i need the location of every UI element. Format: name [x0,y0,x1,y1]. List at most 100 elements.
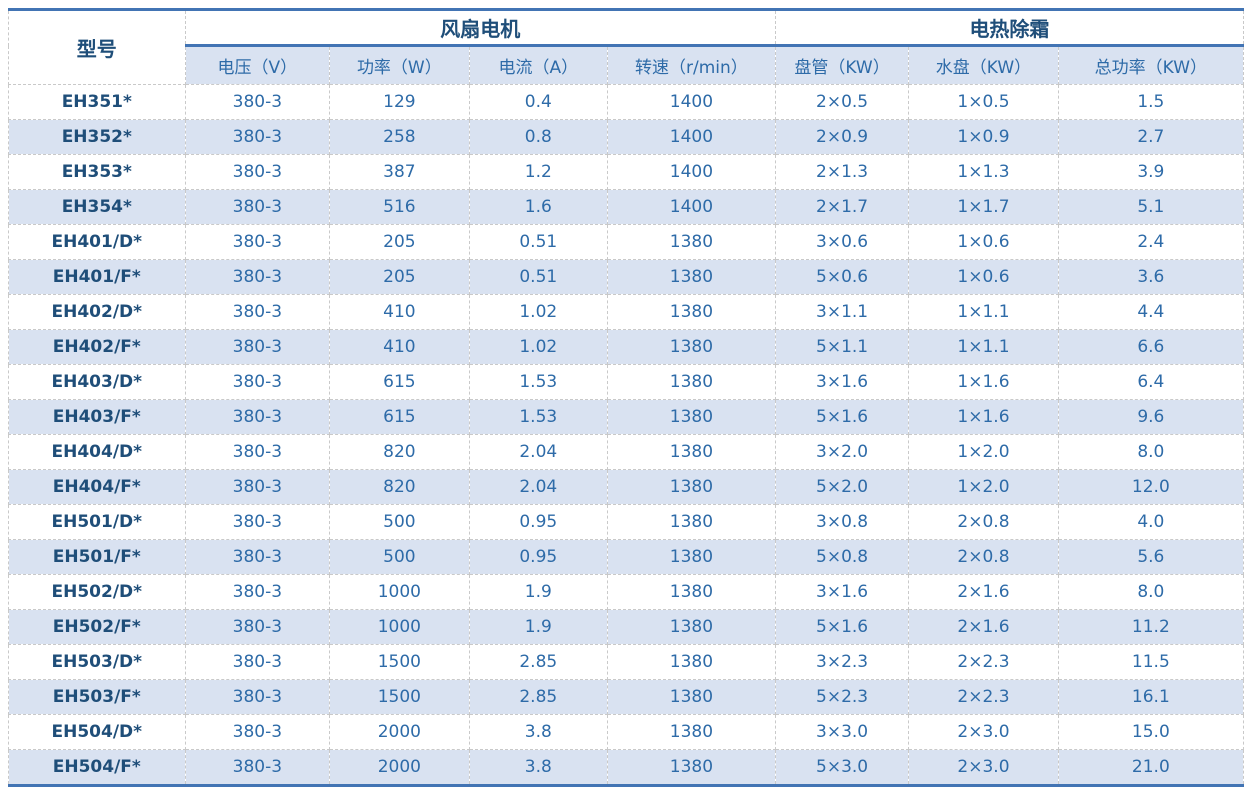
cell-value: 1×1.7 [908,189,1059,225]
table-row: EH504/D* 380-3 2000 3.8 1380 3×3.0 2×3.0 15.0 [8,714,1245,750]
group-header-electric-defrost: 电热除霜 [774,9,1245,47]
cell-value: 1400 [606,119,776,155]
cell-model: EH501/D* [8,504,186,540]
cell-value: 0.95 [468,539,608,575]
sub-header-row: 电压（V） 功率（W） 电流（A） 转速（r/min） 盘管（KW） 水盘（KW… [9,45,1245,85]
cell-value: 380-3 [184,434,331,470]
cell-value: 2×2.3 [908,644,1059,680]
cell-value: 1380 [606,329,776,365]
cell-value: 0.8 [468,119,608,155]
cell-value: 5×0.6 [774,259,910,295]
cell-value: 5×1.6 [774,609,910,645]
cell-value: 1500 [329,644,470,680]
cell-model: EH504/F* [8,749,186,786]
table-row: EH403/F* 380-3 615 1.53 1380 5×1.6 1×1.6 9.6 [8,399,1245,435]
cell-value: 6.6 [1057,329,1245,365]
cell-model: EH351* [8,84,186,120]
cell-value: 380-3 [184,399,331,435]
cell-value: 2×1.7 [774,189,910,225]
column-header-power: 功率（W） [329,45,470,85]
cell-value: 2×0.5 [774,84,910,120]
table-row: EH501/F* 380-3 500 0.95 1380 5×0.8 2×0.8 5.6 [8,539,1245,575]
cell-value: 410 [329,329,470,365]
cell-value: 15.0 [1057,714,1245,750]
cell-value: 2×1.6 [908,574,1059,610]
cell-model: EH502/F* [8,609,186,645]
group-header-fan-motor: 风扇电机 [184,9,776,47]
cell-value: 5×2.0 [774,469,910,505]
cell-value: 2.85 [468,644,608,680]
cell-value: 5.6 [1057,539,1245,575]
table-row: EH401/D* 380-3 205 0.51 1380 3×0.6 1×0.6 2.4 [8,224,1245,260]
cell-value: 12.0 [1057,469,1245,505]
table-row: EH352* 380-3 258 0.8 1400 2×0.9 1×0.9 2.7 [8,119,1245,155]
cell-value: 380-3 [184,504,331,540]
table-row: EH353* 380-3 387 1.2 1400 2×1.3 1×1.3 3.9 [8,154,1245,190]
cell-value: 1×2.0 [908,434,1059,470]
cell-model: EH354* [8,189,186,225]
cell-value: 4.4 [1057,294,1245,330]
cell-value: 0.4 [468,84,608,120]
cell-value: 5×0.8 [774,539,910,575]
cell-value: 1380 [606,434,776,470]
table-body: EH351* 380-3 129 0.4 1400 2×0.5 1×0.5 1.5 EH352*… [8,84,1245,786]
column-header-speed: 转速（r/min） [606,45,776,85]
cell-value: 380-3 [184,644,331,680]
cell-value: 1×1.6 [908,399,1059,435]
cell-value: 3.8 [468,749,608,786]
cell-value: 9.6 [1057,399,1245,435]
cell-value: 1380 [606,679,776,715]
cell-value: 205 [329,259,470,295]
cell-value: 820 [329,434,470,470]
cell-value: 1380 [606,224,776,260]
cell-value: 2×2.3 [908,679,1059,715]
cell-value: 5×1.6 [774,399,910,435]
cell-value: 380-3 [184,679,331,715]
cell-value: 1380 [606,504,776,540]
cell-value: 1380 [606,469,776,505]
cell-value: 500 [329,539,470,575]
cell-model: EH402/F* [8,329,186,365]
cell-value: 1.5 [1057,84,1245,120]
column-header-model: 型号 [8,9,186,85]
table-row: EH501/D* 380-3 500 0.95 1380 3×0.8 2×0.8 4.0 [8,504,1245,540]
cell-model: EH501/F* [8,539,186,575]
cell-value: 1×0.5 [908,84,1059,120]
cell-value: 6.4 [1057,364,1245,400]
cell-value: 500 [329,504,470,540]
cell-value: 2.7 [1057,119,1245,155]
column-header-voltage: 电压（V） [184,45,331,85]
table-row: EH502/F* 380-3 1000 1.9 1380 5×1.6 2×1.6 11.2 [8,609,1245,645]
cell-value: 1×0.9 [908,119,1059,155]
cell-value: 2.04 [468,434,608,470]
cell-value: 3×2.0 [774,434,910,470]
cell-value: 11.2 [1057,609,1245,645]
cell-value: 3×0.6 [774,224,910,260]
cell-model: EH404/D* [8,434,186,470]
cell-model: EH503/F* [8,679,186,715]
cell-model: EH403/D* [8,364,186,400]
cell-value: 380-3 [184,539,331,575]
cell-value: 1500 [329,679,470,715]
cell-value: 11.5 [1057,644,1245,680]
column-header-coil: 盘管（KW） [774,45,910,85]
table-header: 型号 风扇电机 电热除霜 电压（V） 功率（W） 电流（A） 转速（r/min）… [8,9,1245,85]
cell-value: 8.0 [1057,574,1245,610]
cell-value: 1.02 [468,329,608,365]
cell-value: 2000 [329,714,470,750]
cell-value: 2×0.8 [908,539,1059,575]
cell-value: 2.04 [468,469,608,505]
cell-value: 3×1.1 [774,294,910,330]
cell-value: 1000 [329,574,470,610]
cell-model: EH502/D* [8,574,186,610]
cell-value: 16.1 [1057,679,1245,715]
cell-value: 1.53 [468,399,608,435]
cell-value: 1380 [606,644,776,680]
cell-model: EH504/D* [8,714,186,750]
table-row: EH403/D* 380-3 615 1.53 1380 3×1.6 1×1.6 6.4 [8,364,1245,400]
cell-value: 2×3.0 [908,714,1059,750]
cell-value: 5×1.1 [774,329,910,365]
cell-value: 1.9 [468,574,608,610]
cell-model: EH503/D* [8,644,186,680]
